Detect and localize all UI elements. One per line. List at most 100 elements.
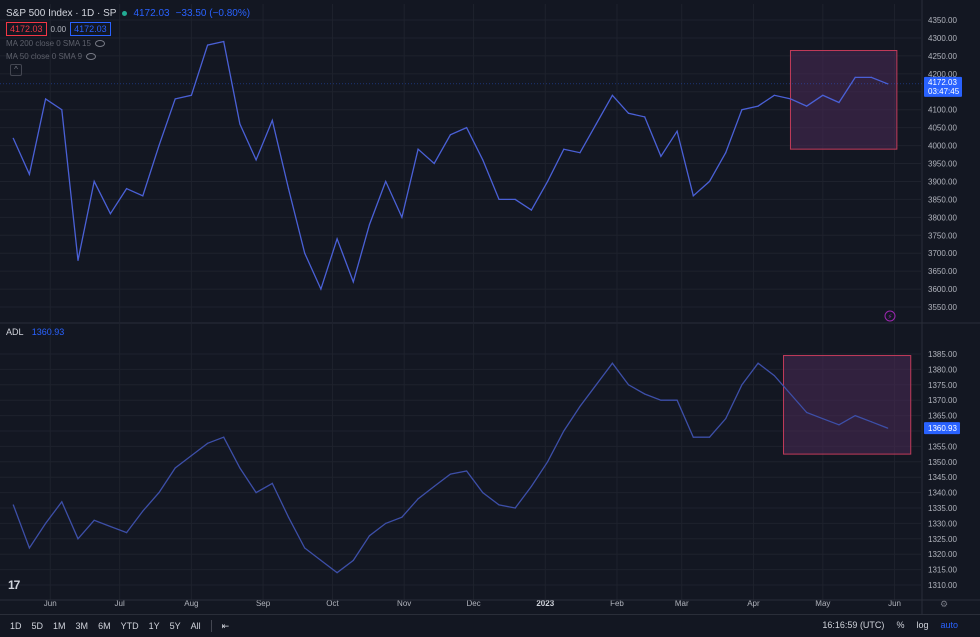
price-data-point <box>854 76 856 78</box>
log-toggle[interactable]: log <box>916 620 929 630</box>
price-data-point <box>514 198 516 200</box>
adl-data-point <box>28 547 31 549</box>
adl-data-point <box>466 470 468 472</box>
tradingview-logo-icon[interactable]: 17 <box>8 578 20 592</box>
price-tick-label: 3950.00 <box>928 160 957 169</box>
price-data-point <box>401 216 403 218</box>
adl-data-point <box>158 492 160 494</box>
price-tick-label: 4200.00 <box>928 70 957 79</box>
adl-data-point <box>190 455 192 457</box>
price-highlight-box <box>789 49 898 150</box>
timeframe-3m[interactable]: 3M <box>75 621 89 631</box>
price-data-point <box>482 159 484 161</box>
price-tick-label: 4100.00 <box>928 106 957 115</box>
price-data-point <box>61 109 63 111</box>
adl-data-point <box>449 473 452 475</box>
ma200-legend[interactable]: MA 200 close 0 SMA 15 <box>6 39 105 48</box>
price-data-point <box>109 213 112 215</box>
eye-icon[interactable] <box>94 40 105 47</box>
last-price: 4172.03 <box>133 8 170 19</box>
price-data-point <box>822 94 824 96</box>
price-data-point <box>725 152 727 154</box>
ma50-legend[interactable]: MA 50 close 0 SMA 9 <box>6 52 97 61</box>
adl-data-point <box>482 492 484 494</box>
timeframe-1m[interactable]: 1M <box>53 621 66 631</box>
price-data-point <box>287 188 290 190</box>
timeframe-ytd[interactable]: YTD <box>120 621 139 631</box>
eye-icon[interactable] <box>86 53 97 60</box>
symbol-title[interactable]: S&P 500 Index · 1D · SP <box>6 8 117 19</box>
adl-data-point <box>433 485 435 488</box>
spread-value: 0.00 <box>50 24 67 34</box>
adl-data-point <box>887 427 889 429</box>
timeframe-all[interactable]: All <box>190 621 201 631</box>
chevron-up-icon[interactable]: ^ <box>10 64 22 76</box>
adl-data-point <box>45 522 47 525</box>
timeframe-6m[interactable]: 6M <box>98 621 111 631</box>
adl-data-point <box>255 492 257 494</box>
adl-label-bg <box>924 422 960 435</box>
adl-data-point <box>644 393 646 395</box>
price-tick-label: 3550.00 <box>928 303 957 312</box>
adl-tick-label: 1375.00 <box>928 381 957 390</box>
adl-data-point <box>368 535 371 537</box>
price-tick-label: 3650.00 <box>928 267 957 276</box>
price-data-point <box>77 259 79 261</box>
buy-button[interactable]: 4172.03 <box>70 22 111 36</box>
price-tick-label: 3600.00 <box>928 285 957 294</box>
price-change: −33.50 (−0.80%) <box>175 8 251 19</box>
adl-data-point <box>417 498 419 500</box>
price-tick-label: 3750.00 <box>928 231 957 240</box>
price-data-point <box>644 116 646 118</box>
adl-data-point <box>514 507 516 509</box>
price-data-point <box>741 109 743 111</box>
adl-data-point <box>854 415 856 417</box>
percent-toggle[interactable]: % <box>896 620 905 630</box>
price-data-point <box>611 94 613 96</box>
time-axis-label: Oct <box>326 599 339 608</box>
adl-data-point <box>271 482 273 484</box>
adl-data-point <box>352 559 354 561</box>
adl-data-point <box>595 384 597 386</box>
adl-data-point <box>530 485 532 488</box>
price-data-point <box>368 223 371 226</box>
price-tick-label: 3900.00 <box>928 177 957 186</box>
adl-data-point <box>725 418 727 420</box>
adl-tick-label: 1365.00 <box>928 412 957 421</box>
adl-data-point <box>385 522 387 525</box>
price-data-point <box>190 94 192 96</box>
adl-data-point <box>93 519 95 521</box>
adl-last-label: 1360.93 <box>928 424 957 433</box>
adl-tick-label: 1340.00 <box>928 489 957 498</box>
sell-button[interactable]: 4172.03 <box>6 22 47 36</box>
price-countdown: 03:47:45 <box>928 87 960 96</box>
price-data-point <box>93 180 95 183</box>
market-status-icon <box>122 11 128 16</box>
price-tick-label: 3800.00 <box>928 213 957 222</box>
adl-data-point <box>401 516 403 518</box>
adl-data-point <box>125 532 128 534</box>
symbol-legend: S&P 500 Index · 1D · SP 4172.03 −33.50 (… <box>6 8 250 19</box>
date-range-icon[interactable]: ⇤ <box>221 620 230 631</box>
price-data-point <box>530 209 532 211</box>
price-data-point <box>174 98 176 100</box>
timeframe-1y[interactable]: 1Y <box>148 621 160 631</box>
price-data-point <box>142 195 144 197</box>
adl-data-point <box>757 362 759 364</box>
timeframe-1d[interactable]: 1D <box>10 621 22 631</box>
adl-data-point <box>320 559 322 561</box>
adl-data-point <box>142 510 144 512</box>
adl-tick-label: 1350.00 <box>928 458 957 467</box>
adl-tick-label: 1330.00 <box>928 519 957 528</box>
auto-toggle[interactable]: auto <box>940 620 958 630</box>
adl-data-point <box>287 516 290 518</box>
price-data-point <box>627 112 630 114</box>
time-axis-label: Feb <box>610 599 624 608</box>
timeframe-5d[interactable]: 5D <box>31 621 44 631</box>
timeframe-5y[interactable]: 5Y <box>169 621 181 631</box>
price-tick-label: 4050.00 <box>928 124 957 133</box>
clock-time[interactable]: 16:16:59 (UTC) <box>822 620 885 630</box>
price-data-point <box>676 130 678 132</box>
price-data-point <box>789 98 792 100</box>
